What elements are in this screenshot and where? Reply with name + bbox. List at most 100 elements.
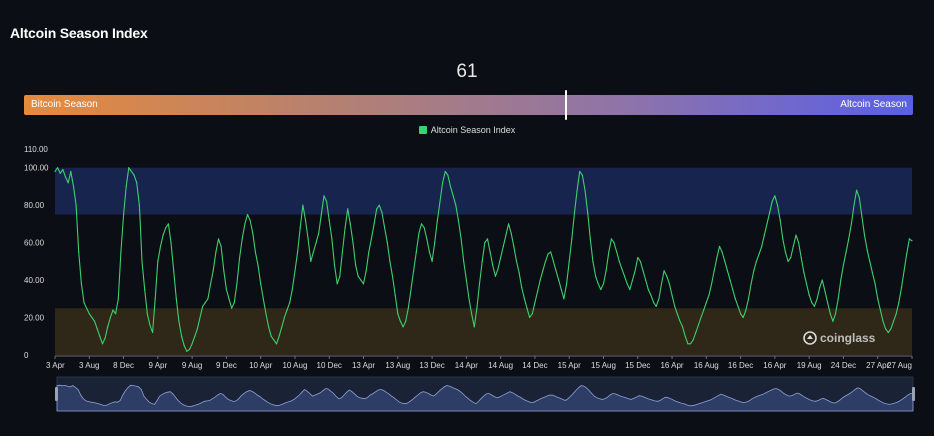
data-point: [779, 219, 781, 221]
data-point: [468, 298, 470, 300]
data-point: [449, 185, 452, 188]
data-point: [769, 212, 771, 214]
data-point: [138, 204, 140, 206]
data-point: [544, 260, 547, 262]
data-point: [734, 298, 736, 300]
data-point: [542, 270, 544, 272]
data-point: [616, 251, 618, 253]
data-point: [455, 204, 457, 206]
navigator-right-handle: [912, 387, 915, 401]
data-point: [887, 331, 889, 334]
data-point: [890, 328, 892, 330]
legend-label: Altcoin Season Index: [430, 125, 516, 135]
data-point: [254, 251, 256, 253]
data-point: [602, 283, 605, 285]
data-point: [109, 316, 111, 319]
data-point: [75, 204, 77, 206]
data-point: [386, 242, 388, 244]
data-point: [750, 283, 752, 285]
data-point: [494, 275, 496, 277]
data-point: [362, 283, 365, 285]
data-point: [624, 275, 626, 277]
data-point: [502, 245, 504, 247]
data-point: [658, 298, 660, 300]
data-point: [328, 219, 330, 221]
data-point: [326, 200, 328, 202]
data-point: [125, 185, 127, 188]
x-tick-label: 13 Dec: [419, 361, 444, 370]
data-point: [761, 245, 763, 247]
data-point: [895, 313, 897, 315]
data-point: [824, 290, 826, 292]
data-point: [407, 307, 409, 309]
data-point: [716, 257, 718, 259]
data-point: [581, 174, 584, 176]
data-point: [434, 242, 436, 244]
data-point: [278, 335, 280, 337]
data-point: [299, 227, 301, 229]
data-point: [215, 251, 217, 253]
data-point: [639, 260, 642, 262]
chart-legend[interactable]: Altcoin Season Index: [0, 125, 934, 135]
data-point: [62, 169, 64, 171]
data-point: [713, 270, 715, 272]
data-point: [774, 195, 776, 197]
data-point: [378, 204, 380, 206]
data-point: [117, 298, 119, 300]
data-point: [671, 294, 673, 296]
data-point: [96, 328, 98, 330]
data-point: [803, 272, 805, 274]
data-point: [246, 213, 249, 216]
x-tick-label: 16 Dec: [728, 361, 753, 370]
data-point: [842, 264, 845, 266]
data-point: [782, 238, 784, 240]
data-point: [186, 350, 188, 352]
data-point: [365, 270, 367, 272]
data-point: [642, 270, 644, 272]
data-point: [629, 288, 631, 291]
data-point: [832, 320, 834, 322]
data-point: [866, 249, 868, 251]
data-point: [689, 343, 692, 345]
data-point: [381, 212, 383, 214]
data-point: [384, 227, 386, 229]
data-point: [697, 324, 700, 326]
data-point: [318, 232, 320, 234]
data-point: [86, 307, 88, 309]
data-point: [908, 238, 911, 240]
data-point: [244, 223, 246, 225]
data-point: [265, 313, 267, 315]
x-tick-label: 24 Dec: [831, 361, 856, 370]
data-point: [88, 313, 90, 315]
data-point: [576, 189, 578, 191]
x-tick-label: 3 Aug: [79, 361, 99, 370]
data-point: [94, 320, 96, 322]
data-point: [341, 251, 343, 253]
data-point: [587, 212, 589, 214]
data-point: [331, 238, 333, 240]
data-point: [827, 302, 829, 304]
data-point: [101, 343, 104, 345]
data-point: [336, 283, 338, 285]
data-point: [70, 170, 72, 173]
data-point: [418, 232, 420, 234]
data-point: [257, 264, 259, 266]
data-point: [660, 283, 663, 285]
data-point: [439, 200, 441, 202]
x-tick-label: 10 Dec: [317, 361, 342, 370]
data-point: [879, 309, 882, 311]
data-point: [861, 215, 863, 217]
data-point: [415, 251, 417, 253]
data-point: [645, 279, 647, 281]
data-point: [402, 326, 404, 328]
data-point: [674, 305, 676, 307]
data-point: [737, 305, 739, 307]
data-point: [368, 251, 370, 253]
data-point: [399, 320, 401, 322]
data-point: [816, 298, 818, 300]
data-point: [173, 270, 175, 272]
data-point: [668, 283, 671, 285]
data-point: [573, 212, 576, 214]
x-tick-label: 10 Aug: [282, 361, 307, 370]
